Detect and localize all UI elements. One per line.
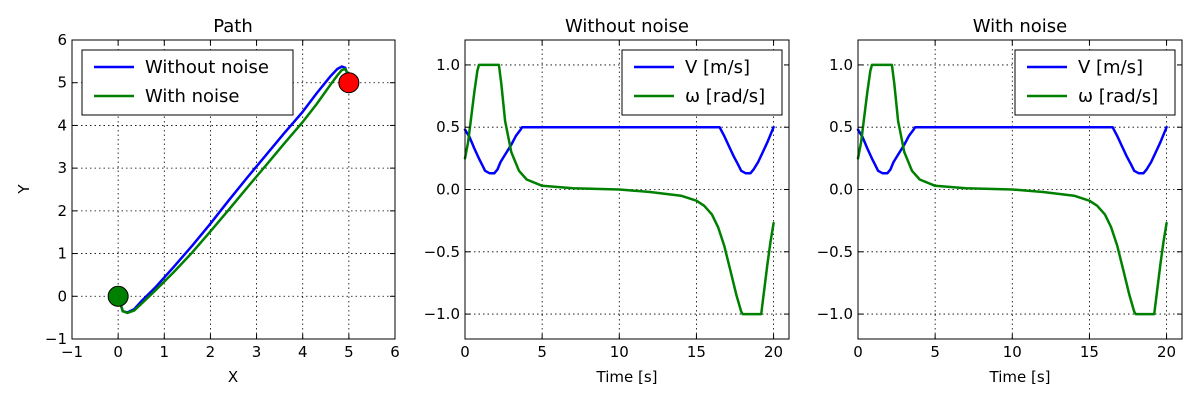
legend: Without noise With noise bbox=[81, 49, 294, 116]
series-layer bbox=[856, 63, 1168, 316]
legend-box bbox=[81, 49, 294, 116]
x-tick-label: 20 bbox=[1157, 343, 1176, 361]
y-tick-label: 1 bbox=[57, 245, 67, 263]
x-tick-label: 15 bbox=[1080, 343, 1099, 361]
start-marker bbox=[107, 285, 129, 307]
y-tick-label: 0.0 bbox=[436, 181, 460, 199]
x-tick-label: 5 bbox=[344, 343, 354, 361]
legend-label: With noise bbox=[145, 86, 239, 107]
chart-title: With noise bbox=[973, 16, 1067, 37]
plot-frame bbox=[71, 39, 396, 340]
legend: V [m/s] ω [rad/s] bbox=[1014, 49, 1176, 116]
series-line-0 bbox=[116, 65, 351, 314]
y-tick-label: 4 bbox=[57, 116, 67, 134]
chart-title: Without noise bbox=[565, 16, 689, 37]
series-line-0 bbox=[463, 125, 775, 175]
y-tick-label: −1.0 bbox=[424, 305, 460, 323]
legend-box bbox=[1014, 49, 1176, 116]
y-tick-label: 0.0 bbox=[829, 181, 853, 199]
chart-path: Path −1 0 1 2 3 4 5 6 −1 0 1 2 3 4 5 6 X Y Without nois… bbox=[15, 16, 400, 386]
ticks: −1 0 1 2 3 4 5 6 −1 0 1 2 3 4 5 6 bbox=[45, 31, 400, 361]
x-tick-label: 10 bbox=[610, 343, 629, 361]
x-axis-label: Time [s] bbox=[989, 368, 1051, 386]
legend-label: ω [rad/s] bbox=[1078, 86, 1158, 107]
y-tick-label: 0 bbox=[57, 287, 67, 305]
y-tick-label: −1.0 bbox=[817, 305, 853, 323]
x-tick-label: 0 bbox=[460, 343, 470, 361]
y-tick-label: 1.0 bbox=[829, 56, 853, 74]
y-tick-label: 2 bbox=[57, 202, 67, 220]
x-tick-label: −1 bbox=[61, 343, 83, 361]
x-tick-label: 5 bbox=[537, 343, 547, 361]
x-tick-label: 4 bbox=[298, 343, 308, 361]
x-tick-label: 0 bbox=[853, 343, 863, 361]
x-tick-label: 3 bbox=[252, 343, 262, 361]
x-tick-label: 10 bbox=[1003, 343, 1022, 361]
y-tick-label: 3 bbox=[57, 159, 67, 177]
legend-box bbox=[621, 49, 783, 116]
legend-label: V [m/s] bbox=[685, 57, 750, 78]
y-tick-label: −0.5 bbox=[817, 243, 853, 261]
marker-layer bbox=[107, 72, 360, 307]
x-axis-label: Time [s] bbox=[596, 368, 658, 386]
ticks: 0 5 10 15 20 −1.0 −0.5 0.0 0.5 1.0 bbox=[817, 40, 1182, 361]
y-axis-label: Y bbox=[15, 184, 33, 195]
legend-label: ω [rad/s] bbox=[685, 86, 765, 107]
y-tick-label: −0.5 bbox=[424, 243, 460, 261]
y-tick-label: 6 bbox=[57, 31, 67, 49]
x-tick-label: 2 bbox=[206, 343, 216, 361]
x-tick-label: 5 bbox=[930, 343, 940, 361]
legend-label: Without noise bbox=[145, 57, 269, 78]
ticks: 0 5 10 15 20 −1.0 −0.5 0.0 0.5 1.0 bbox=[424, 40, 789, 361]
x-tick-label: 0 bbox=[113, 343, 123, 361]
series-line-1 bbox=[116, 67, 351, 315]
series-line-1 bbox=[856, 63, 1168, 316]
y-tick-label: 0.5 bbox=[436, 118, 460, 136]
legend-label: V [m/s] bbox=[1078, 57, 1143, 78]
x-tick-label: 15 bbox=[687, 343, 706, 361]
x-tick-label: 6 bbox=[390, 343, 400, 361]
goal-marker bbox=[338, 72, 360, 94]
series-line-1 bbox=[463, 63, 775, 316]
series-layer bbox=[463, 63, 775, 316]
y-tick-label: −1 bbox=[45, 330, 67, 348]
chart-without-noise: Without noise 0 5 10 15 20−1.0−0.50.00.51.0 … bbox=[424, 16, 790, 386]
chart-with-noise: With noise 0 5 10 15 20 −1.0 −0.5 0.0 0.5 1.0 Tim… bbox=[817, 16, 1183, 386]
series-layer bbox=[116, 65, 351, 315]
series-line-0 bbox=[856, 125, 1168, 175]
legend: V [m/s] ω [rad/s] bbox=[621, 49, 783, 116]
x-tick-label: 20 bbox=[764, 343, 783, 361]
y-tick-label: 1.0 bbox=[436, 56, 460, 74]
x-axis-label: X bbox=[228, 368, 238, 386]
y-tick-label: 5 bbox=[57, 74, 67, 92]
y-tick-label: 0.5 bbox=[829, 118, 853, 136]
x-tick-label: 1 bbox=[160, 343, 170, 361]
chart-title: Path bbox=[213, 16, 253, 37]
